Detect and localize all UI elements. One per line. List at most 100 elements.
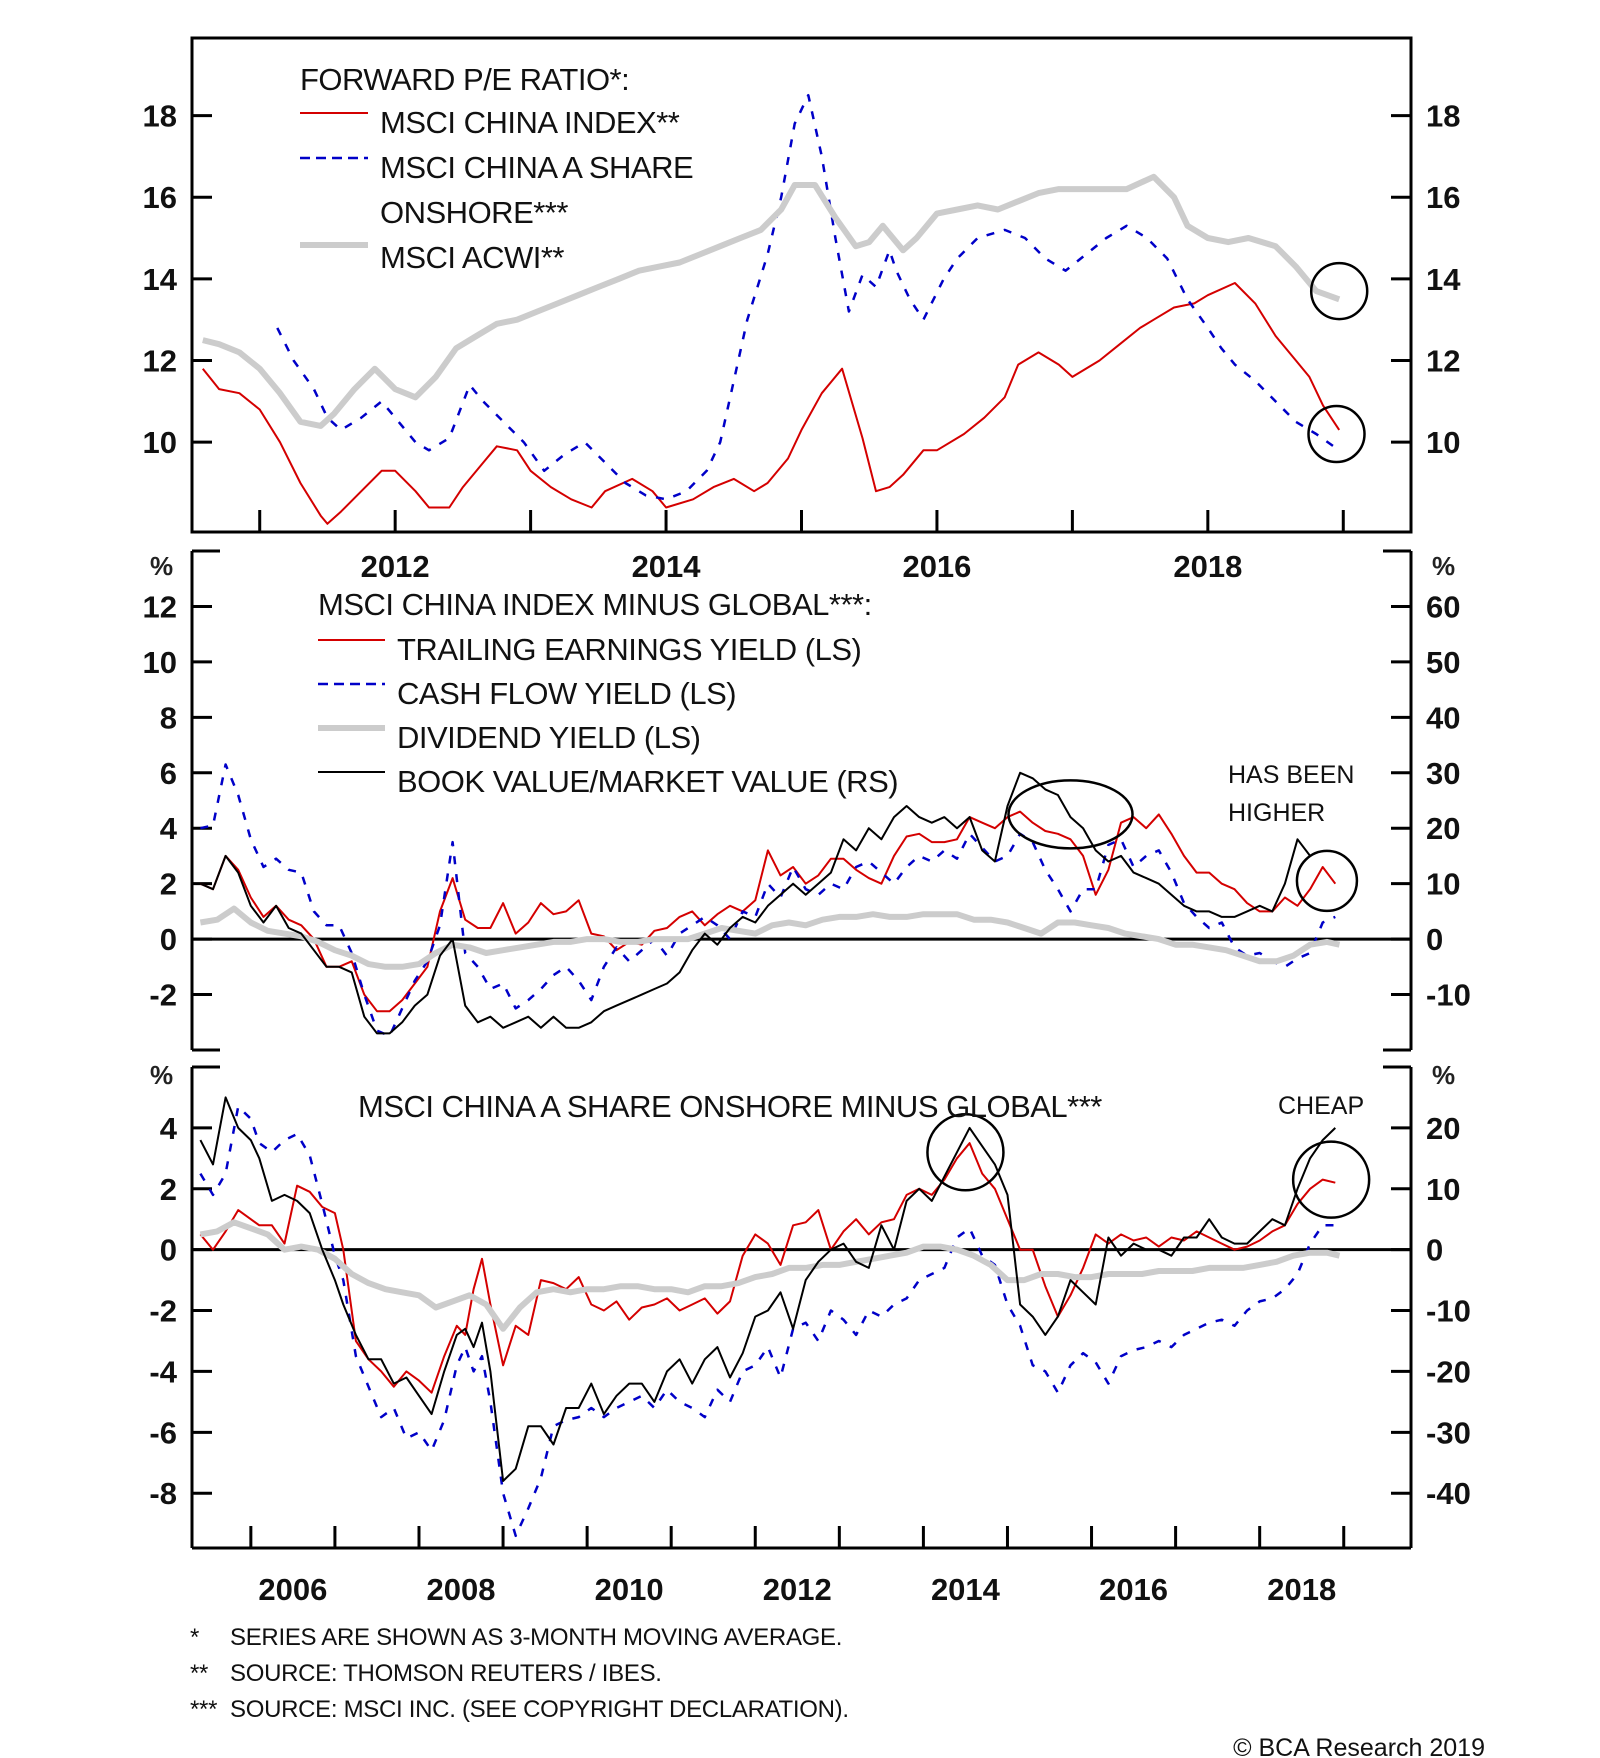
bottom-ytick-label-left: 4: [160, 1111, 178, 1146]
top-annotation-circle: [1307, 404, 1366, 464]
middle-ytick-label-right: 30: [1426, 756, 1460, 791]
footnote-text-1: SERIES ARE SHOWN AS 3-MONTH MOVING AVERA…: [230, 1624, 842, 1651]
legend-label-a-share: MSCI CHINA A SHARE: [380, 150, 693, 185]
bottom-ytick-label-right: -20: [1426, 1354, 1471, 1389]
top-panel: 10 12 14 16 18 10 12 14 16 18 2012 2014 2016 2018 F…: [143, 36, 1461, 584]
middle-panel: % % -2 0 2 4 6 8 10 12 -10 0 10 20 30 40 50 60 MSCI CH…: [143, 549, 1471, 1052]
bottom-xtick-label: 2006: [258, 1572, 327, 1607]
middle-ytick-label-right: 40: [1426, 700, 1460, 735]
bottom-ytick-label-left: -2: [149, 1294, 177, 1329]
middle-ytick-label-left: 6: [160, 756, 177, 791]
middle-legend-title: MSCI CHINA INDEX MINUS GLOBAL***:: [318, 587, 872, 622]
bottom-ytick-label-right: -30: [1426, 1415, 1471, 1450]
middle-ytick-label-left: 4: [160, 811, 178, 846]
middle-series-book-value-market-value-rs: [199, 771, 1311, 1035]
middle-ytick-label-left: 2: [160, 867, 177, 902]
footnote-text-2: SOURCE: THOMSON REUTERS / IBES.: [230, 1660, 662, 1687]
middle-ytick-label-right: 50: [1426, 645, 1460, 680]
bottom-ytick-label-left: -4: [149, 1354, 177, 1389]
middle-pct-left: %: [150, 551, 173, 581]
top-xtick-label: 2012: [361, 549, 430, 584]
top-x-axis: 2012 2014 2016 2018: [258, 510, 1345, 584]
middle-ytick-label-left: -2: [149, 978, 177, 1013]
bottom-ytick-label-left: 0: [160, 1233, 177, 1268]
bottom-pct-right: %: [1432, 1060, 1455, 1090]
middle-series-trailing-earnings-yield-ls: [199, 810, 1337, 1013]
bottom-ytick-label-left: 2: [160, 1172, 177, 1207]
middle-ytick-label-right: -10: [1426, 978, 1471, 1013]
top-ytick-label-left: 12: [143, 344, 177, 379]
middle-annotation-circle: [1295, 849, 1359, 913]
top-annotations: [1307, 261, 1369, 464]
footnote-mark-3: ***: [190, 1696, 217, 1723]
bottom-y-axis-left: -8 -6 -4 -2 0 2 4: [149, 1111, 212, 1511]
middle-series-cash-flow-yield-ls: [200, 763, 1336, 1038]
top-xtick-label: 2014: [632, 549, 702, 584]
bottom-xtick-label: 2012: [763, 1572, 832, 1607]
top-ytick-label-right: 16: [1426, 180, 1460, 215]
bottom-annotation-circle: [926, 1112, 1005, 1192]
middle-legend: MSCI CHINA INDEX MINUS GLOBAL***: TRAILI…: [318, 587, 899, 799]
bottom-xtick-label: 2010: [595, 1572, 664, 1607]
legend-label-china-index: MSCI CHINA INDEX**: [380, 105, 680, 140]
higher-label: HIGHER: [1228, 799, 1325, 827]
bottom-xtick-label: 2008: [427, 1572, 496, 1607]
middle-ytick-label-right: 20: [1426, 811, 1460, 846]
middle-annotation-ellipse: [1007, 779, 1134, 850]
bottom-ytick-label-right: -40: [1426, 1476, 1471, 1511]
bottom-ytick-label-right: 0: [1426, 1233, 1443, 1268]
bottom-pct-left: %: [150, 1060, 173, 1090]
top-y-axis-left: 10 12 14 16 18: [143, 99, 212, 460]
bottom-panel-frame: [190, 1065, 1413, 1550]
top-ytick-label-left: 10: [143, 425, 177, 460]
middle-y-axis-right: -10 0 10 20 30 40 50 60: [1391, 589, 1471, 1013]
bottom-xtick-label: 2018: [1267, 1572, 1336, 1607]
top-xtick-label: 2016: [902, 549, 971, 584]
middle-ytick-label-right: 10: [1426, 867, 1460, 902]
legend-label-cashflow: CASH FLOW YIELD (LS): [397, 676, 736, 711]
bottom-series-group: [199, 1096, 1341, 1538]
top-xtick-label: 2018: [1173, 549, 1242, 584]
middle-panel-frame: [190, 549, 1413, 1052]
top-ytick-label-right: 10: [1426, 425, 1460, 460]
top-ytick-label-right: 14: [1426, 262, 1461, 297]
footnote-mark-1: *: [190, 1624, 199, 1651]
top-annotation-circle: [1309, 261, 1369, 321]
top-ytick-label-left: 14: [143, 262, 178, 297]
middle-pct-right: %: [1432, 551, 1455, 581]
bottom-series-trailing-earnings-yield-ls: [199, 1142, 1336, 1394]
top-series-group: [202, 93, 1341, 525]
middle-ytick-label-right: 0: [1426, 922, 1443, 957]
bottom-panel-title: MSCI CHINA A SHARE ONSHORE MINUS GLOBAL*…: [358, 1089, 1102, 1124]
legend-label-dividend: DIVIDEND YIELD (LS): [397, 720, 700, 755]
bottom-x-axis: 2006 2008 2010 2012 2014 2016 2018: [249, 1526, 1346, 1607]
top-ytick-label-right: 12: [1426, 344, 1460, 379]
middle-ytick-label-left: 12: [143, 589, 177, 624]
bottom-ytick-label-left: -6: [149, 1415, 177, 1450]
bottom-ytick-label-right: 20: [1426, 1111, 1460, 1146]
middle-series-group: [199, 763, 1341, 1038]
bottom-xtick-label: 2016: [1099, 1572, 1168, 1607]
bottom-annotations: [926, 1112, 1371, 1219]
middle-annotations: [1007, 779, 1359, 913]
top-y-axis-right: 10 12 14 16 18: [1391, 99, 1461, 460]
footnote-text-3: SOURCE: MSCI INC. (SEE COPYRIGHT DECLARA…: [230, 1696, 849, 1723]
bottom-annotation-circle: [1291, 1140, 1371, 1219]
middle-series-dividend-yield-ls: [199, 905, 1341, 970]
bottom-series-cash-flow-yield-ls: [199, 1105, 1336, 1538]
middle-y-axis-left: -2 0 2 4 6 8 10 12: [143, 589, 212, 1013]
has-been-label: HAS BEEN: [1228, 761, 1354, 789]
bottom-ytick-label-left: -8: [149, 1476, 177, 1511]
bottom-series-book-value-market-value-rs: [199, 1096, 1336, 1482]
top-ytick-label-left: 16: [143, 180, 177, 215]
top-legend: FORWARD P/E RATIO*: MSCI CHINA INDEX** M…: [300, 62, 694, 275]
middle-ytick-label-left: 8: [160, 700, 177, 735]
bottom-y-axis-right: -40 -30 -20 -10 0 10 20: [1391, 1111, 1471, 1511]
cheap-label: CHEAP: [1278, 1092, 1364, 1120]
legend-label-acwi: MSCI ACWI**: [380, 240, 564, 275]
footnotes: * SERIES ARE SHOWN AS 3-MONTH MOVING AVE…: [190, 1624, 1485, 1758]
bottom-xtick-label: 2014: [931, 1572, 1001, 1607]
middle-ytick-label-right: 60: [1426, 589, 1460, 624]
